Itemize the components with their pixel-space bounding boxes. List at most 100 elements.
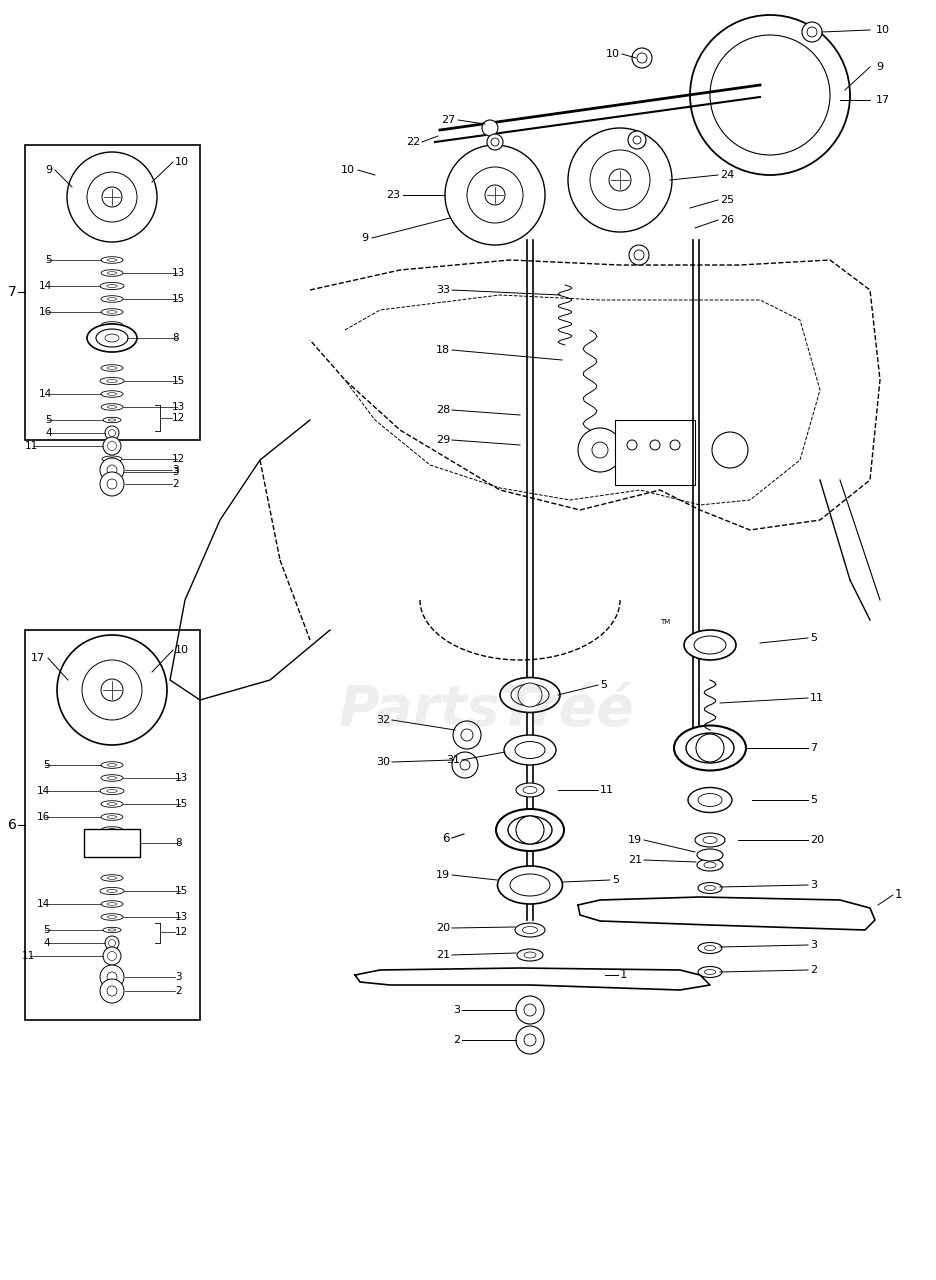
Ellipse shape — [687, 787, 731, 813]
Circle shape — [101, 678, 123, 701]
Ellipse shape — [515, 741, 545, 759]
Text: 9: 9 — [875, 61, 883, 72]
Ellipse shape — [495, 809, 563, 851]
Text: 32: 32 — [375, 716, 389, 724]
Ellipse shape — [100, 887, 124, 895]
Text: 3: 3 — [172, 467, 179, 477]
Text: TM: TM — [659, 620, 669, 625]
Text: 23: 23 — [386, 189, 400, 200]
Circle shape — [98, 829, 125, 858]
Ellipse shape — [107, 379, 117, 383]
Circle shape — [106, 837, 118, 849]
Circle shape — [650, 440, 659, 451]
Text: 16: 16 — [38, 307, 51, 317]
Text: 27: 27 — [440, 115, 455, 125]
Circle shape — [634, 250, 643, 260]
Circle shape — [608, 169, 630, 191]
Ellipse shape — [108, 406, 117, 408]
Circle shape — [445, 145, 545, 244]
Circle shape — [806, 27, 816, 37]
Text: 26: 26 — [719, 215, 733, 225]
Circle shape — [67, 152, 157, 242]
Ellipse shape — [695, 833, 724, 847]
Ellipse shape — [101, 901, 123, 908]
Circle shape — [107, 479, 117, 489]
Text: PartsTréé: PartsTréé — [339, 684, 635, 737]
Ellipse shape — [108, 877, 117, 879]
Circle shape — [100, 965, 124, 989]
Ellipse shape — [108, 828, 117, 832]
Ellipse shape — [101, 308, 123, 315]
Text: 14: 14 — [38, 282, 51, 291]
Ellipse shape — [108, 458, 116, 461]
Circle shape — [518, 684, 541, 707]
Text: 5: 5 — [611, 876, 619, 884]
Circle shape — [516, 1027, 544, 1053]
Ellipse shape — [101, 827, 123, 833]
Circle shape — [87, 172, 137, 221]
Ellipse shape — [108, 815, 117, 818]
Circle shape — [801, 22, 821, 42]
Text: 1: 1 — [620, 969, 627, 982]
Ellipse shape — [704, 886, 715, 891]
Ellipse shape — [108, 471, 116, 474]
Text: 10: 10 — [875, 26, 889, 35]
Circle shape — [590, 150, 650, 210]
Text: 2: 2 — [452, 1036, 460, 1044]
Text: 15: 15 — [175, 799, 188, 809]
Ellipse shape — [107, 790, 117, 792]
Bar — [25, 145, 199, 440]
Bar — [614, 420, 695, 485]
Text: 5: 5 — [43, 925, 50, 934]
Ellipse shape — [697, 942, 722, 954]
Circle shape — [689, 15, 849, 175]
Ellipse shape — [101, 390, 123, 397]
Text: 21: 21 — [435, 950, 449, 960]
Text: 14: 14 — [37, 786, 50, 796]
Ellipse shape — [504, 735, 555, 765]
Text: 7: 7 — [7, 285, 16, 300]
Ellipse shape — [108, 298, 117, 301]
Ellipse shape — [107, 890, 117, 892]
Text: 5: 5 — [599, 680, 607, 690]
Circle shape — [516, 996, 544, 1024]
Circle shape — [460, 760, 470, 771]
Circle shape — [636, 52, 647, 63]
Text: 8: 8 — [175, 838, 182, 849]
Circle shape — [107, 972, 117, 982]
Circle shape — [516, 817, 544, 844]
Ellipse shape — [108, 915, 117, 918]
Ellipse shape — [522, 927, 537, 933]
Ellipse shape — [102, 456, 122, 462]
Text: 18: 18 — [435, 346, 449, 355]
Ellipse shape — [697, 794, 722, 806]
Ellipse shape — [101, 321, 123, 328]
Text: 7: 7 — [809, 742, 816, 753]
Ellipse shape — [101, 257, 123, 264]
Circle shape — [709, 35, 829, 155]
Text: 11: 11 — [24, 442, 38, 451]
Text: 3: 3 — [809, 940, 816, 950]
Circle shape — [102, 187, 122, 207]
Text: 4: 4 — [43, 938, 50, 948]
Polygon shape — [578, 897, 874, 931]
Text: 14: 14 — [37, 899, 50, 909]
Ellipse shape — [101, 814, 123, 820]
Bar — [25, 630, 199, 1020]
Circle shape — [592, 442, 607, 458]
Circle shape — [461, 730, 473, 741]
Text: 4: 4 — [45, 428, 51, 438]
Circle shape — [485, 186, 505, 205]
Ellipse shape — [696, 859, 723, 870]
Ellipse shape — [101, 914, 123, 920]
Text: 14: 14 — [38, 389, 51, 399]
Ellipse shape — [497, 867, 562, 904]
Circle shape — [695, 733, 724, 762]
Circle shape — [578, 428, 622, 472]
Ellipse shape — [108, 777, 117, 780]
Circle shape — [103, 436, 121, 454]
Ellipse shape — [103, 927, 121, 933]
Text: 6: 6 — [442, 832, 449, 845]
Circle shape — [109, 430, 115, 436]
Text: 13: 13 — [172, 402, 185, 412]
